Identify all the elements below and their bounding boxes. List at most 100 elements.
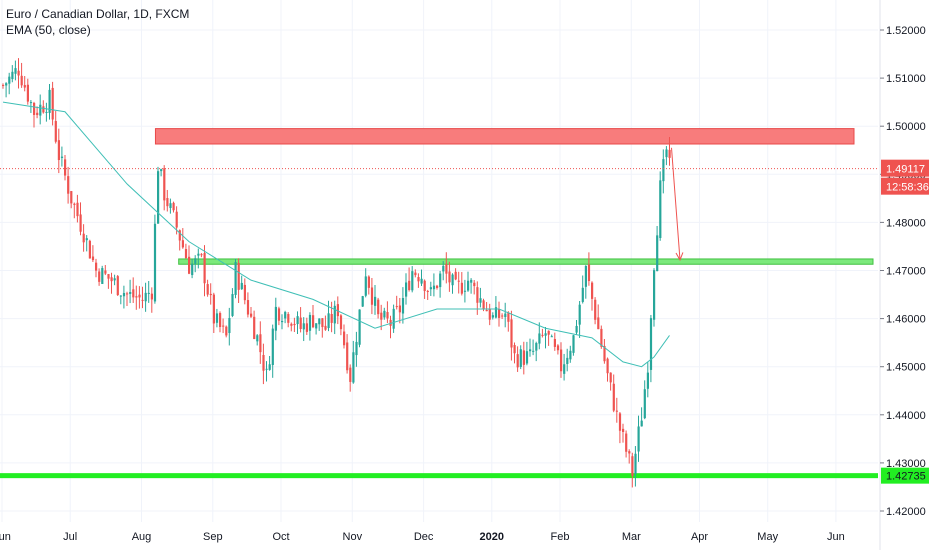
candle[interactable] [513,342,516,364]
candle[interactable] [330,301,333,333]
candle[interactable] [575,319,578,335]
candle[interactable] [336,296,339,325]
candle[interactable] [370,277,374,315]
candle[interactable] [293,317,296,333]
candle[interactable] [302,317,305,342]
candle[interactable] [234,258,237,299]
candle[interactable] [206,279,209,297]
candle[interactable] [591,281,594,311]
candle[interactable] [606,357,609,382]
candle[interactable] [67,166,70,204]
candle[interactable] [398,297,401,324]
candle[interactable] [88,239,91,259]
candle[interactable] [126,291,129,307]
candle[interactable] [510,310,513,361]
candle[interactable] [101,265,104,284]
candle[interactable] [646,362,649,398]
candle[interactable] [653,268,656,327]
candle[interactable] [532,339,535,356]
candle[interactable] [392,304,395,333]
candle[interactable] [569,345,572,363]
candle[interactable] [594,297,597,325]
candle[interactable] [541,328,544,338]
candle[interactable] [383,307,386,320]
candle[interactable] [432,273,436,297]
candle[interactable] [609,372,612,391]
candle[interactable] [70,190,73,209]
candle[interactable] [268,355,271,371]
candle[interactable] [640,407,643,427]
candle[interactable] [141,286,144,309]
candle[interactable] [339,314,343,336]
candle[interactable] [290,322,293,332]
candle[interactable] [104,265,107,276]
candle[interactable] [85,235,88,252]
candle[interactable] [299,307,302,333]
candle[interactable] [122,285,126,309]
candle[interactable] [160,168,163,177]
candle[interactable] [150,287,153,313]
candle[interactable] [556,344,560,355]
candle[interactable] [107,273,110,289]
candle[interactable] [305,317,308,335]
candle[interactable] [563,353,566,381]
candle[interactable] [197,248,200,269]
candle[interactable] [39,94,42,125]
candle[interactable] [60,146,64,167]
candle[interactable] [488,303,491,326]
candle[interactable] [48,83,51,120]
candle[interactable] [615,397,618,423]
candle[interactable] [54,111,57,144]
candle[interactable] [147,281,150,303]
candle[interactable] [448,261,451,292]
candle[interactable] [274,297,277,341]
candle[interactable] [212,292,215,333]
candle[interactable] [287,312,290,328]
candle[interactable] [349,364,352,392]
candle[interactable] [343,324,346,349]
candle[interactable] [374,284,377,315]
candle[interactable] [333,300,336,335]
candle[interactable] [33,101,36,128]
time-axis[interactable]: Jun Jul Aug Sep Oct Nov Dec 2020 Feb Mar Apr May Jun [0,531,845,543]
candle[interactable] [26,78,29,105]
candle[interactable] [250,307,253,318]
candle[interactable] [5,82,8,98]
candle[interactable] [219,311,222,333]
candle[interactable] [622,423,625,443]
candle[interactable] [315,323,318,335]
candle[interactable] [246,292,250,318]
candle[interactable] [501,313,504,320]
candle[interactable] [479,287,482,308]
candle[interactable] [439,270,442,298]
candle[interactable] [417,273,420,288]
candle[interactable] [318,318,321,331]
support-line[interactable] [0,473,878,479]
candle[interactable] [113,274,116,286]
candle[interactable] [423,279,426,299]
candle[interactable] [23,76,26,92]
candle[interactable] [572,334,575,356]
candle[interactable] [550,334,553,338]
candle[interactable] [467,271,470,292]
candle[interactable] [504,302,507,328]
candle[interactable] [411,266,414,293]
candle[interactable] [73,202,76,219]
candle[interactable] [578,301,581,338]
candle[interactable] [172,201,175,213]
candle[interactable] [194,255,197,273]
candle[interactable] [191,259,194,279]
candle[interactable] [36,106,39,119]
candle[interactable] [296,311,299,335]
candle[interactable] [436,284,439,290]
candle[interactable] [618,412,622,444]
candle[interactable] [516,346,519,372]
candle[interactable] [634,446,637,487]
candle[interactable] [277,306,281,326]
candle[interactable] [240,275,243,290]
candle[interactable] [188,245,191,275]
candle[interactable] [265,361,268,382]
candle[interactable] [17,58,20,89]
candle[interactable] [228,307,231,346]
candle[interactable] [494,296,498,319]
